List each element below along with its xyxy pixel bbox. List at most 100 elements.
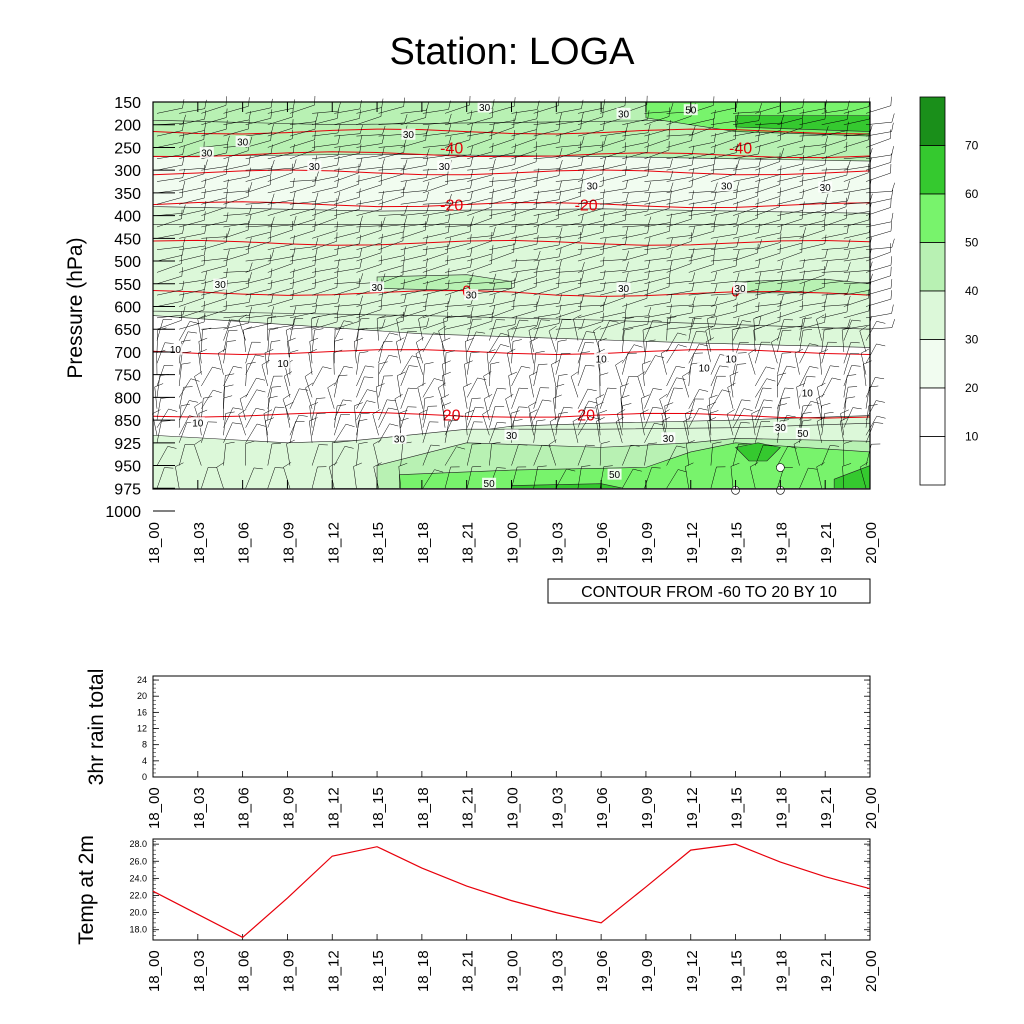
wind-barb-flag xyxy=(664,402,674,406)
wind-barb-flag xyxy=(381,200,383,210)
wind-barb-flag xyxy=(248,314,251,323)
wind-barb-flag xyxy=(329,462,338,468)
pressure-axis: 1502002503003504004505005506006507007508… xyxy=(105,95,175,521)
wind-barb-flag xyxy=(647,442,657,445)
wind-barb-flag xyxy=(404,293,407,303)
wind-barb-flag xyxy=(248,119,250,129)
wind-barb xyxy=(821,445,831,466)
wind-barb xyxy=(732,320,743,341)
wind-barb-flag xyxy=(580,351,590,354)
wind-barb xyxy=(378,265,404,273)
wind-barb xyxy=(710,354,721,375)
wind-barb-flag xyxy=(537,250,541,260)
wind-barb-flag xyxy=(802,201,805,211)
wind-barb-flag xyxy=(470,306,474,316)
wind-barb-flag xyxy=(226,108,228,118)
wind-barb xyxy=(622,376,629,398)
wind-barb-flag xyxy=(465,410,475,414)
contour-label: 50 xyxy=(797,429,809,440)
wind-barb-flag xyxy=(445,350,455,353)
wind-barb-flag xyxy=(270,144,273,154)
wind-barb xyxy=(577,265,604,273)
wind-barb xyxy=(356,209,382,216)
wind-barb-flag xyxy=(314,221,316,231)
wind-barb-flag xyxy=(735,256,738,266)
isotherm-line xyxy=(152,289,871,297)
wind-barb-flag xyxy=(743,408,753,411)
wind-barb xyxy=(267,467,276,489)
wind-barb-flag xyxy=(465,338,474,342)
wind-barb xyxy=(843,256,870,262)
pressure-tick-label: 500 xyxy=(114,254,141,271)
wind-barb xyxy=(245,184,271,194)
wind-barb-flag xyxy=(573,314,582,320)
wind-barb-flag xyxy=(425,301,427,311)
wind-barb-flag xyxy=(497,387,507,390)
wind-barb xyxy=(466,319,473,341)
wind-barb xyxy=(201,298,227,307)
wind-barb-flag xyxy=(403,143,406,153)
wind-barb xyxy=(511,109,538,114)
wind-barb xyxy=(422,303,449,307)
wind-barb xyxy=(777,319,785,341)
y-tick-label: 4 xyxy=(142,756,147,766)
wind-barb-flag xyxy=(337,109,339,119)
wind-barb-flag xyxy=(659,394,668,400)
wind-barb-flag xyxy=(595,394,605,399)
wind-barb-flag xyxy=(692,272,696,282)
wind-barb xyxy=(445,280,471,285)
wind-barb xyxy=(555,286,581,296)
time-tick-label: 18_18 xyxy=(415,950,432,992)
wind-barb-flag xyxy=(670,237,673,247)
wind-barb-flag xyxy=(647,237,651,247)
wind-barb-flag xyxy=(226,120,228,130)
wind-barb-flag xyxy=(425,246,428,256)
wind-barb xyxy=(375,386,379,409)
wind-barb xyxy=(489,179,516,182)
wind-barb xyxy=(378,407,389,428)
wind-barb xyxy=(178,444,186,466)
wind-barb xyxy=(731,329,734,352)
wind-barb-flag xyxy=(824,211,827,221)
wind-barb-flag xyxy=(365,365,375,368)
wind-barb xyxy=(178,387,184,409)
wind-barb-flag xyxy=(581,156,584,166)
wind-barb-flag xyxy=(292,119,294,129)
wind-barb xyxy=(598,413,601,436)
wind-barb xyxy=(489,280,516,285)
wind-barb xyxy=(821,232,848,239)
wind-barb-flag xyxy=(707,314,716,320)
contour-label: 10 xyxy=(726,354,738,365)
wind-barb xyxy=(843,375,848,398)
wind-barb-flag xyxy=(311,315,321,319)
wind-barb xyxy=(754,444,764,466)
time-tick-label: 19_06 xyxy=(594,522,611,564)
wind-barb-flag xyxy=(426,214,429,224)
wind-barb xyxy=(600,163,626,171)
time-tick-label: 19_15 xyxy=(729,787,746,829)
wind-barb xyxy=(511,243,537,250)
wind-barb xyxy=(622,245,649,250)
contour-label: 10 xyxy=(699,363,711,374)
wind-barb-flag xyxy=(389,423,399,427)
wind-barb-flag xyxy=(396,337,405,342)
wind-barb-flag xyxy=(661,416,671,422)
pressure-tick-label: 250 xyxy=(114,140,141,157)
contour-label-bg xyxy=(594,352,609,364)
wind-barb-flag xyxy=(182,99,185,109)
wind-barb-flag xyxy=(802,282,806,292)
wind-barb xyxy=(622,323,648,330)
wind-barb xyxy=(445,224,471,228)
wind-barb xyxy=(285,406,291,428)
wind-barb-flag xyxy=(315,294,319,304)
shade-low-blob xyxy=(734,442,781,462)
wind-barb xyxy=(660,353,667,375)
time-tick-label: 19_00 xyxy=(505,522,522,564)
wind-barb-flag xyxy=(204,121,207,131)
wind-barb xyxy=(156,446,168,466)
wind-barb-flag xyxy=(842,326,851,331)
wind-barb-flag xyxy=(713,109,716,119)
wind-barb xyxy=(755,289,781,296)
wind-barb xyxy=(644,179,671,182)
wind-barb-flag xyxy=(271,340,281,342)
